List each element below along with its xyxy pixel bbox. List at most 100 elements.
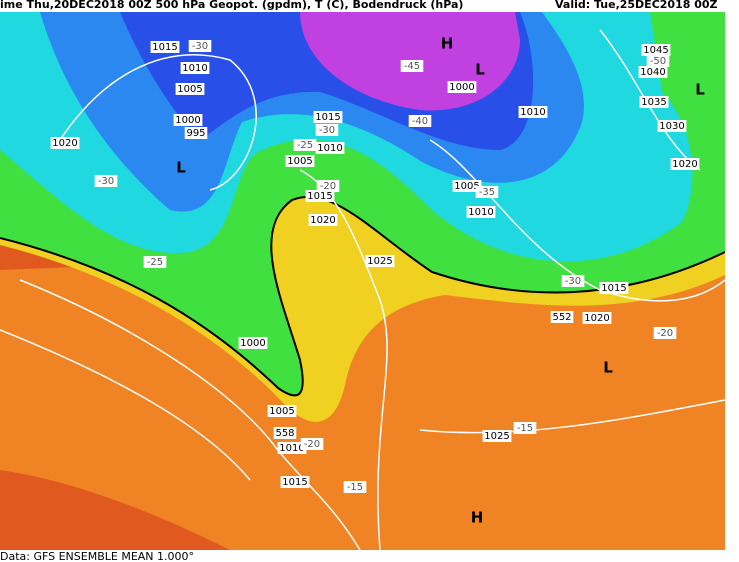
isobar-label: 1000 — [449, 82, 474, 93]
isobar-label-box — [184, 127, 208, 139]
temperature-label: -35 — [479, 187, 495, 198]
temperature-label: -30 — [98, 176, 114, 187]
isobar-label: 1015 — [152, 42, 177, 53]
isobar-label: 1045 — [643, 45, 668, 56]
isobar-label-box — [452, 180, 482, 192]
temperature-label: -15 — [517, 423, 533, 434]
isobar-label: 1025 — [484, 431, 509, 442]
isobar-label-box — [175, 83, 205, 95]
temperature-label-box — [408, 115, 432, 127]
isobar-label: 1005 — [454, 181, 479, 192]
isobar-label-box — [638, 66, 668, 78]
temperature-label-box — [316, 180, 340, 192]
temperature-label-box — [513, 422, 537, 434]
temperature-label-box — [343, 481, 367, 493]
geopotential-contour — [0, 195, 726, 397]
isobar-label-box — [267, 405, 297, 417]
isobar-label: 1025 — [367, 256, 392, 267]
isobar-label-box — [313, 111, 343, 123]
isobar-label: 1010 — [520, 107, 545, 118]
temperature-label-box — [188, 40, 212, 52]
geopotential-label: 552 — [552, 312, 571, 323]
isobar-label-box — [173, 114, 203, 126]
isobar-label-box — [466, 206, 496, 218]
temperature-label-box — [561, 275, 585, 287]
temperature-label: -30 — [565, 276, 581, 287]
isobar-label-box — [308, 214, 338, 226]
isobar-label: 1005 — [269, 406, 294, 417]
pressure-center: H — [471, 509, 484, 527]
isobar-label-box — [657, 120, 687, 132]
temperature-label: -20 — [657, 328, 673, 339]
temperature-label-box — [653, 327, 677, 339]
isobar-label-box — [518, 106, 548, 118]
isobar-label: 1020 — [310, 215, 335, 226]
temperature-label: -15 — [347, 482, 363, 493]
isobar-label-box — [285, 155, 315, 167]
temperature-label-box — [315, 124, 339, 136]
temperature-label: -50 — [650, 56, 666, 67]
isobar-label-box — [50, 137, 80, 149]
isobar-label: 1005 — [287, 156, 312, 167]
pressure-center: H — [441, 35, 454, 53]
isobar-label: 1030 — [659, 121, 684, 132]
temperature-label-box — [143, 256, 167, 268]
isobar-label-box — [639, 96, 669, 108]
geopotential-label-box — [550, 311, 574, 323]
isobar-label: 1010 — [468, 207, 493, 218]
isobar-label: 1020 — [672, 159, 697, 170]
temperature-label: -20 — [304, 439, 320, 450]
isobar-label-box — [670, 158, 700, 170]
temperature-label-box — [300, 438, 324, 450]
isobars — [0, 29, 726, 551]
isobar-label: 1015 — [307, 191, 332, 202]
footer-bar — [0, 550, 739, 562]
temperature-label-box — [293, 139, 317, 151]
isobar-label-box — [365, 255, 395, 267]
isobar-label: 1000 — [175, 115, 200, 126]
header-valid: Valid: Tue,25DEC2018 00Z — [555, 0, 718, 11]
isobar-label: 1040 — [640, 67, 665, 78]
isobar-label-box — [482, 430, 512, 442]
temperature-label-box — [94, 175, 118, 187]
temperature-label: -25 — [147, 257, 163, 268]
isobar-label: 1015 — [601, 283, 626, 294]
pressure-center: L — [695, 81, 705, 99]
isobar-label-box — [447, 81, 477, 93]
header-init: ime Thu,20DEC2018 00Z 500 hPa Geopot. (g… — [0, 0, 463, 11]
isobar-label: 1020 — [584, 313, 609, 324]
temperature-label: -30 — [192, 41, 208, 52]
temperature-label: -20 — [320, 181, 336, 192]
isobar-label: 1035 — [641, 97, 666, 108]
isobar-label-box — [315, 142, 345, 154]
isobar-label: 1015 — [282, 477, 307, 488]
isobar-label: 1010 — [182, 63, 207, 74]
isobar-label: 1010 — [279, 443, 304, 454]
isobar-label-box — [582, 312, 612, 324]
isobar-label: 1000 — [240, 338, 265, 349]
footer: Data: GFS ENSEMBLE MEAN 1.000° — [0, 550, 194, 562]
temperature-label: -30 — [319, 125, 335, 136]
right-margin — [725, 0, 739, 562]
isobar-label-box — [180, 62, 210, 74]
pressure-center: L — [176, 159, 186, 177]
temperature-label-box — [646, 55, 670, 67]
temperature-label: -40 — [412, 116, 428, 127]
isobar-label-box — [277, 442, 307, 454]
isobar-label-box — [280, 476, 310, 488]
isobar-label: 995 — [186, 128, 205, 139]
temperature-label: -45 — [404, 61, 420, 72]
isobar-label-box — [305, 190, 335, 202]
geopotential-label: 558 — [275, 428, 294, 439]
isobar-label: 1005 — [177, 84, 202, 95]
isobar-label-box — [641, 44, 671, 56]
isobar-label: 1020 — [52, 138, 77, 149]
geopotential-label-box — [273, 427, 297, 439]
isobar-label-box — [150, 41, 180, 53]
isobar-label: 1010 — [317, 143, 342, 154]
isobar-label-box — [238, 337, 268, 349]
pressure-center: L — [603, 359, 613, 377]
isobar-label: 1015 — [315, 112, 340, 123]
temperature-label-box — [475, 186, 499, 198]
